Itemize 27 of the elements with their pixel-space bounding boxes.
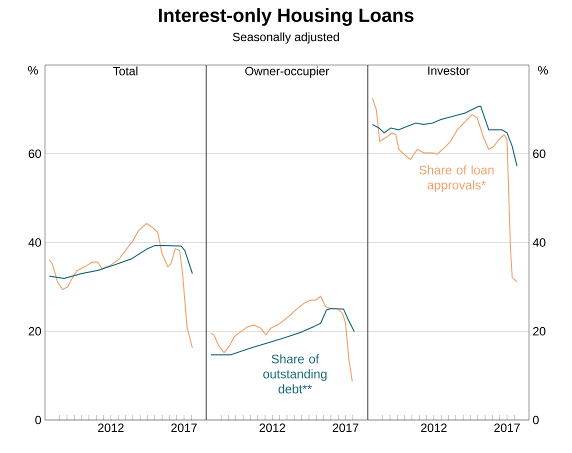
chart-title: Total (113, 66, 138, 76)
chart-title: Owner-occupier (245, 66, 330, 78)
series-label: Share of loan approvals* (419, 165, 494, 192)
x-tick-label: 2012 (421, 424, 447, 432)
line-series (372, 98, 518, 283)
x-tick-label: 2017 (171, 424, 197, 432)
text: Interest-only Housing Loans (159, 8, 414, 26)
x-tick-label: 2017 (494, 424, 520, 432)
chart-title: Investor (428, 66, 470, 75)
y2-axis-title: % (538, 66, 548, 75)
line-series (48, 245, 193, 279)
y-tick-label: 40 (28, 238, 42, 247)
x-tick-label: 2017 (332, 424, 358, 432)
y2-tick-label: 20 (533, 327, 546, 336)
series-label: Share of outstanding debt** (263, 354, 327, 394)
line-series (372, 106, 518, 167)
y2-tick-label: 40 (532, 238, 546, 247)
text: Seasonally adjusted (232, 32, 339, 44)
line-series (48, 222, 193, 349)
y-axis-title: % (28, 66, 38, 75)
y-tick-label: 0 (35, 416, 42, 424)
y2-tick-label: 0 (533, 416, 539, 424)
y2-tick-label: 60 (533, 150, 546, 158)
x-tick-label: 2012 (98, 424, 124, 432)
y-tick-label: 20 (28, 327, 42, 336)
y-tick-label: 60 (28, 150, 42, 158)
x-tick-label: 2012 (260, 424, 286, 432)
